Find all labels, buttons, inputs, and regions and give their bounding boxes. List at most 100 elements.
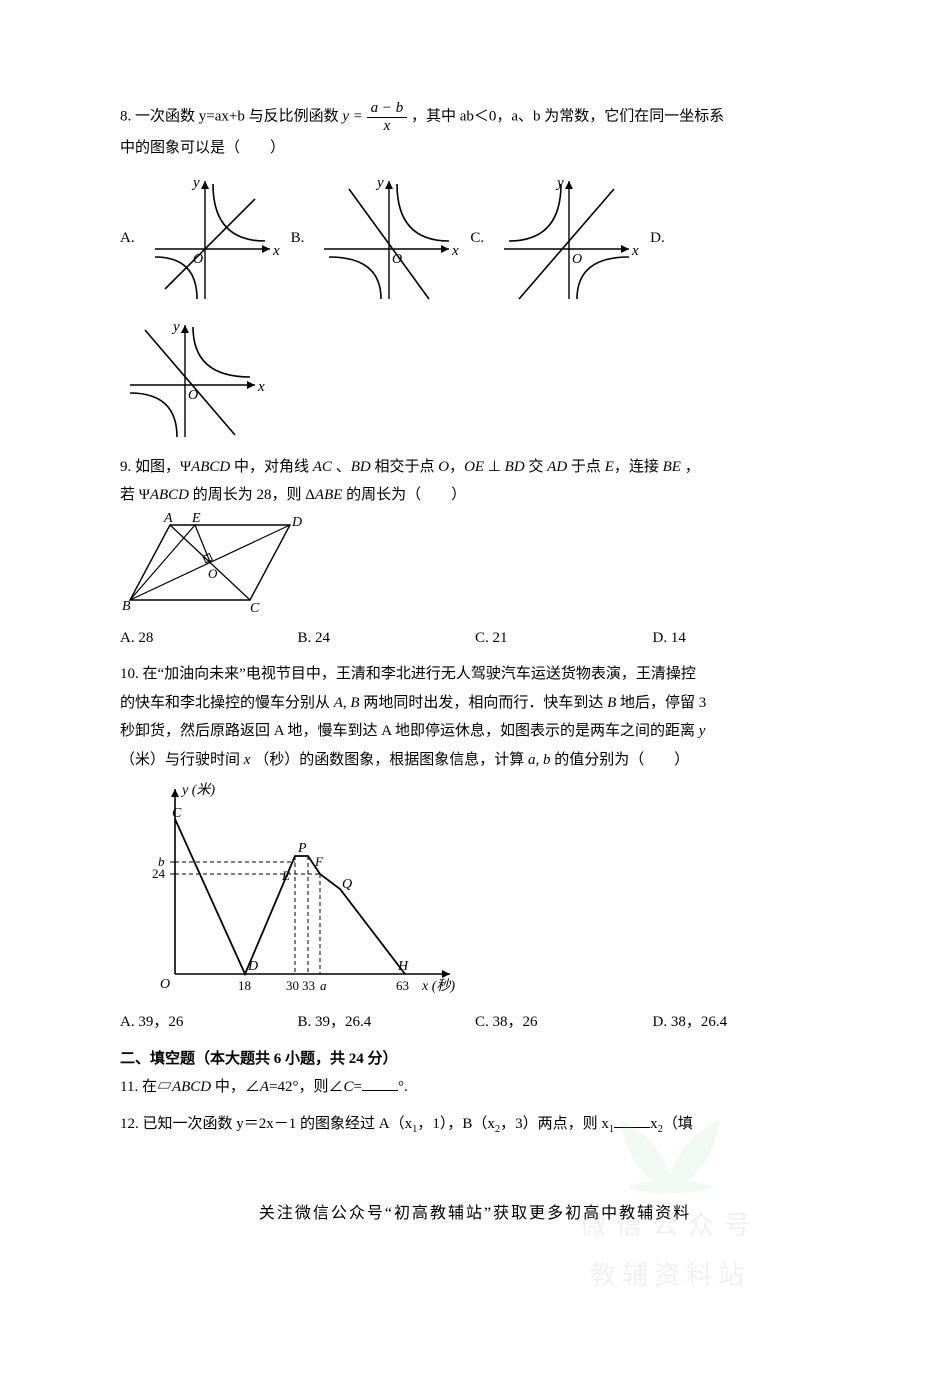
q10-18: 18 xyxy=(238,978,251,993)
q8-opt-c: C. xyxy=(470,224,484,253)
q10-a: a xyxy=(320,978,327,993)
svg-text:y: y xyxy=(191,175,200,191)
q9-t9: ， xyxy=(681,459,700,475)
q8-opt-b: B. xyxy=(291,224,305,253)
q10-H: H xyxy=(397,959,409,974)
q12-a: 12. 已知一次函数 y＝2x－1 的图象经过 A（x xyxy=(120,1116,412,1132)
q12-blank xyxy=(614,1110,650,1128)
q9-ad: AD xyxy=(547,459,567,475)
q10-o: O xyxy=(160,977,170,992)
q10-l2a: 的快车和李北操控的慢车分别从 xyxy=(120,695,334,711)
q10-l4c: （秒）的函数图象，根据图象信息，计算 xyxy=(250,752,528,768)
q10-xl: x (秒) xyxy=(421,978,455,994)
q10-E: E xyxy=(281,868,290,883)
svg-text:x: x xyxy=(631,243,639,259)
q9-opt-b: B. 24 xyxy=(298,624,476,653)
q8-fraction: a − b x xyxy=(367,100,408,134)
q9-l2b: ABCD xyxy=(150,487,189,503)
q11-f: C xyxy=(344,1079,354,1095)
q11-c: 中，∠ xyxy=(211,1079,260,1095)
q10-l2e: 地后，停留 3 xyxy=(616,695,706,711)
svg-text:y: y xyxy=(555,175,564,191)
q10-l2b: A, B xyxy=(334,695,360,711)
q10-30: 30 xyxy=(286,978,299,993)
q10-l2d: B xyxy=(607,695,616,711)
q9-be: BE xyxy=(663,459,681,475)
q10-D: D xyxy=(247,959,258,974)
q9-t4: 相交于点 xyxy=(371,459,439,475)
q9-l2d: ABE xyxy=(315,487,343,503)
q12-e: （填 xyxy=(663,1116,693,1132)
q8-line1: 8. 一次函数 y=ax+b 与反比例函数 y = a − b x ，其中 ab… xyxy=(120,100,830,134)
q9-bd: BD xyxy=(351,459,371,475)
svg-text:y: y xyxy=(171,319,180,335)
q10-choices: A. 39，26 B. 39，26.4 C. 38，26 D. 38，26.4 xyxy=(120,1008,830,1037)
q10-line4: （米）与行驶时间 x （秒）的函数图象，根据图象信息，计算 a, b 的值分别为… xyxy=(120,746,830,775)
svg-text:y: y xyxy=(375,175,384,191)
q11-b: ABCD xyxy=(172,1079,211,1095)
q10-l2c: 两地同时出发，相向而行．快车到达 xyxy=(360,695,608,711)
q9-diagram: A E D B C O xyxy=(120,510,320,620)
q9-lbl-c: C xyxy=(250,601,260,616)
q10-l4d: a, b xyxy=(528,752,551,768)
q9-line1: 9. 如图，ΨABCD 中，对角线 AC 、BD 相交于点 O，OE ⊥ BD … xyxy=(120,453,830,482)
q8-frac-den: x xyxy=(367,118,408,135)
question-11: 11. 在▱ABCD 中，∠A=42°，则∠C=°. xyxy=(120,1073,830,1102)
watermark-text-2: 教辅资料站 xyxy=(580,1251,760,1300)
q9-l2e: 的周长为（ ） xyxy=(342,487,466,503)
q9-t8: ，连接 xyxy=(614,459,663,475)
q8-graph-row-2: x y O xyxy=(120,315,830,445)
q9-lbl-e: E xyxy=(191,511,201,526)
q8-opt-d: D. xyxy=(650,224,665,253)
q8-graph-b: x y O xyxy=(314,169,464,309)
q10-opt-a: A. 39，26 xyxy=(120,1008,298,1037)
q8-prefix: 8. 一次函数 y=ax+b 与反比例函数 xyxy=(120,108,342,124)
svg-text:x: x xyxy=(451,243,459,259)
q10-l3a: 秒卸货，然后原路返回 A 地，慢车到达 A 地即停运休息，如图表示的是两车之间的… xyxy=(120,723,699,739)
q9-l2c: 的周长为 28，则 Δ xyxy=(189,487,315,503)
q10-yl: y (米) xyxy=(180,782,215,798)
q10-33: 33 xyxy=(302,978,315,993)
q9-perp: ⊥ xyxy=(484,459,505,475)
question-8: 8. 一次函数 y=ax+b 与反比例函数 y = a − b x ，其中 ab… xyxy=(120,100,830,445)
q9-abcd: ABCD xyxy=(191,459,230,475)
q10-opt-b: B. 39，26.4 xyxy=(298,1008,476,1037)
q9-e: E xyxy=(605,459,614,475)
q11-h: °. xyxy=(398,1079,408,1095)
q8-graph-a: x y O xyxy=(145,169,285,309)
q8-line2: 中的图象可以是（ ） xyxy=(120,134,830,163)
question-12: 12. 已知一次函数 y＝2x－1 的图象经过 A（x1，1），B（x2，3）两… xyxy=(120,1110,830,1140)
q8-graph-d: x y O xyxy=(120,315,270,445)
q10-b: b xyxy=(158,854,165,869)
q10-F: F xyxy=(314,854,324,869)
q9-t6: 交 xyxy=(525,459,548,475)
q9-lbl-a: A xyxy=(163,511,173,526)
question-10: 10. 在“加油向未来”电视节目中，王清和李北进行无人驾驶汽车运送货物表演，王清… xyxy=(120,660,830,1037)
q8-y-eq: y = xyxy=(342,108,366,124)
q8-graph-c: x y O xyxy=(494,169,644,309)
q9-t2: 中，对角线 xyxy=(230,459,313,475)
q9-lbl-d: D xyxy=(291,515,302,530)
q8-opt-a: A. xyxy=(120,224,135,253)
section-2-title: 二、填空题（本大题共 6 小题，共 24 分） xyxy=(120,1045,830,1074)
q12-c: ，3）两点，则 x xyxy=(500,1116,609,1132)
q9-opt-c: C. 21 xyxy=(475,624,653,653)
q11-a: 11. 在▱ xyxy=(120,1079,172,1095)
q9-ac: AC xyxy=(313,459,332,475)
page: 8. 一次函数 y=ax+b 与反比例函数 y = a − b x ，其中 ab… xyxy=(0,0,950,1390)
q10-opt-c: C. 38，26 xyxy=(475,1008,653,1037)
q9-t: 9. 如图，Ψ xyxy=(120,459,191,475)
q12-b: ，1），B（x xyxy=(417,1116,495,1132)
q9-l2a: 若 Ψ xyxy=(120,487,150,503)
q9-t3: 、 xyxy=(332,459,351,475)
q11-g: = xyxy=(354,1079,362,1095)
svg-text:x: x xyxy=(272,243,280,259)
q9-lbl-o: O xyxy=(208,566,218,581)
q10-l4e: 的值分别为（ ） xyxy=(550,752,689,768)
q11-blank xyxy=(362,1074,398,1092)
q9-bd2: BD xyxy=(505,459,525,475)
q10-chart: y (米) x (秒) O 24 b C P F E Q D H xyxy=(120,774,470,1004)
q9-t5: ， xyxy=(449,459,464,475)
q9-opt-d: D. 14 xyxy=(653,624,831,653)
q10-P: P xyxy=(297,841,307,856)
